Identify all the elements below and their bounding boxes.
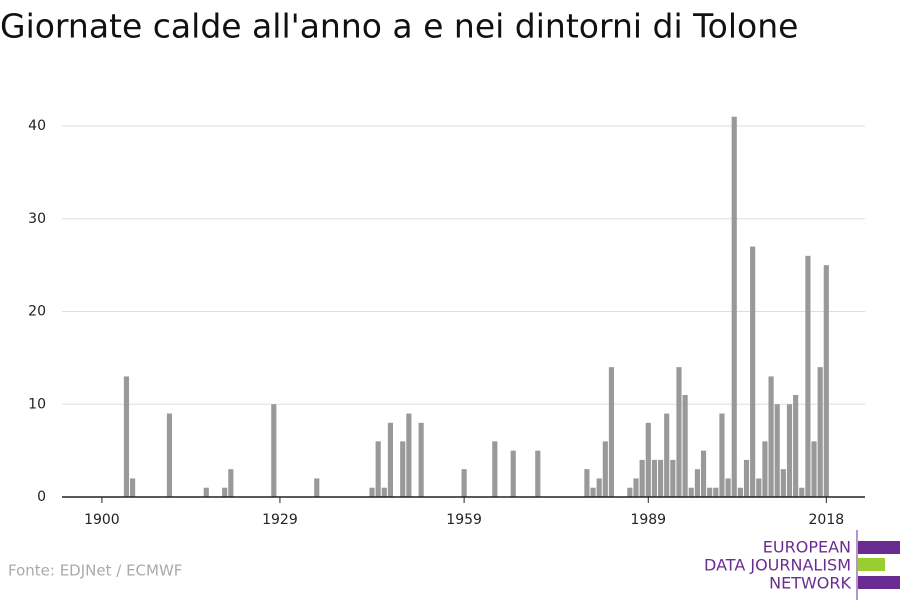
logo-bar xyxy=(858,541,900,554)
bar xyxy=(633,478,639,497)
bar xyxy=(369,487,375,497)
bar xyxy=(694,469,700,497)
bar xyxy=(602,441,608,497)
y-tick-label: 30 xyxy=(28,211,46,227)
bar xyxy=(670,459,676,497)
x-tick-label: 1989 xyxy=(630,512,666,528)
bar xyxy=(590,487,596,497)
bar xyxy=(651,459,658,497)
bar xyxy=(203,487,209,497)
bar xyxy=(805,255,811,497)
bar xyxy=(166,413,173,497)
bar xyxy=(584,469,590,497)
logo-text: DATA JOURNALISM xyxy=(704,556,851,575)
bar xyxy=(823,265,829,497)
bar xyxy=(780,469,786,497)
y-tick-label: 0 xyxy=(37,489,46,505)
bar xyxy=(768,376,774,497)
bar xyxy=(535,450,541,497)
bar xyxy=(799,487,805,497)
bar xyxy=(664,413,670,497)
bar xyxy=(510,450,516,497)
x-tick-label: 1959 xyxy=(446,512,482,528)
bar xyxy=(461,469,467,497)
bar xyxy=(130,478,136,497)
y-tick-label: 10 xyxy=(28,396,46,412)
logo-bar xyxy=(858,558,885,571)
bar xyxy=(756,478,762,497)
x-tick-label: 1900 xyxy=(84,512,120,528)
chart-title: Giornate calde all'anno a e nei dintorni… xyxy=(0,7,798,46)
bar xyxy=(750,246,756,497)
bar xyxy=(657,459,664,497)
bar xyxy=(222,487,228,497)
bar xyxy=(743,459,750,497)
bar xyxy=(682,394,688,497)
bar xyxy=(375,441,381,497)
y-tick-label: 20 xyxy=(28,304,46,320)
bar xyxy=(639,459,645,497)
bar xyxy=(381,487,387,497)
bar xyxy=(387,422,394,497)
bar xyxy=(731,116,737,497)
bar xyxy=(700,450,707,497)
bar xyxy=(725,478,731,497)
y-tick-label: 40 xyxy=(28,118,46,134)
bar xyxy=(645,422,651,497)
bar xyxy=(400,441,406,497)
bar xyxy=(676,367,682,497)
bar xyxy=(123,376,130,497)
bar xyxy=(688,487,694,497)
bar xyxy=(406,413,412,497)
bar xyxy=(737,487,743,497)
logo: EUROPEAN DATA JOURNALISM NETWORK xyxy=(704,530,900,600)
bar xyxy=(418,422,424,497)
bar xyxy=(793,394,799,497)
bar xyxy=(762,441,768,497)
bar xyxy=(719,413,725,497)
bar xyxy=(713,487,719,497)
bar xyxy=(817,367,823,497)
bar xyxy=(786,404,793,497)
bar xyxy=(228,469,234,497)
logo-bar xyxy=(858,576,900,589)
bar xyxy=(314,478,320,497)
x-tick-label: 2018 xyxy=(809,512,845,528)
bar xyxy=(774,404,780,497)
bar xyxy=(627,487,633,497)
bar xyxy=(271,404,277,497)
logo-text: NETWORK xyxy=(769,574,851,593)
source: Fonte: EDJNet / ECMWF xyxy=(8,562,182,580)
bar xyxy=(596,478,602,497)
bar xyxy=(492,441,498,497)
bar xyxy=(707,487,713,497)
logo-text: EUROPEAN xyxy=(763,538,851,557)
bar xyxy=(608,367,615,497)
bar xyxy=(811,441,817,497)
x-tick-label: 1929 xyxy=(262,512,298,528)
